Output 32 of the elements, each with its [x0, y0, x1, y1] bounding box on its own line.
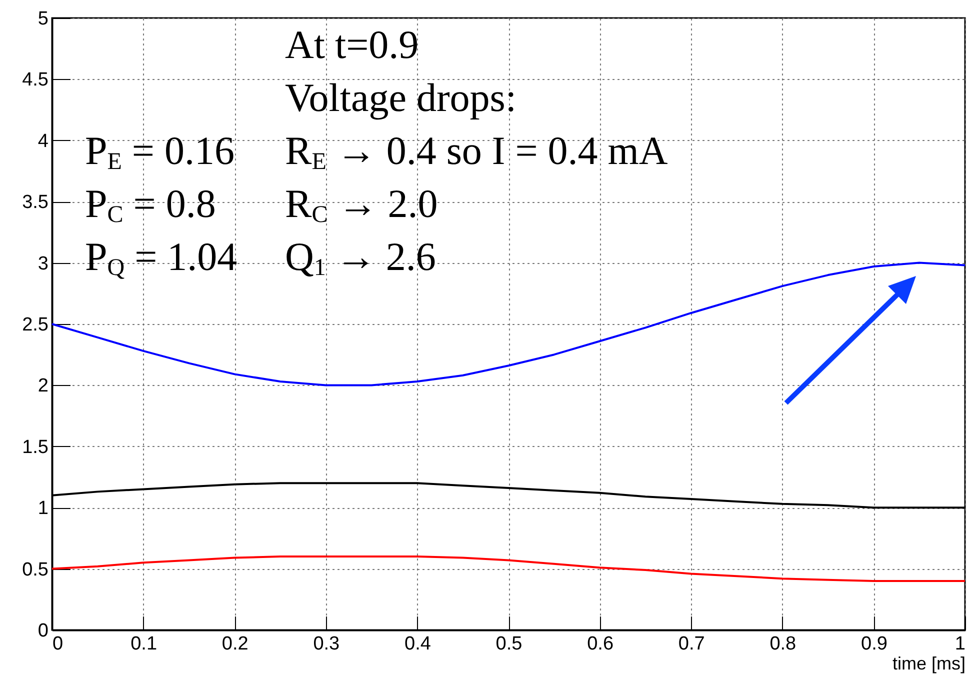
- x-tick-label: 0.6: [587, 634, 614, 654]
- y-tick-label: 0.5: [22, 559, 48, 580]
- x-tick-label: 0.1: [130, 634, 158, 654]
- annotation: P$_{E}$ = 0.16: [85, 127, 236, 177]
- y-tick-label: 3: [38, 253, 48, 274]
- x-tick-label: 0.9: [860, 634, 888, 654]
- x-tick-label: 0.5: [496, 634, 522, 654]
- y-tick-label: 1: [38, 498, 48, 520]
- annotation: R$_{C}$ → 2.0: [285, 180, 439, 230]
- x-tick-label: 0.2: [222, 634, 248, 654]
- y-tick-label: 0: [38, 620, 48, 642]
- x-tick-label: 0.8: [770, 634, 796, 654]
- annotation: P$_{C}$ = 0.8: [85, 180, 217, 230]
- y-tick-label: 4.5: [22, 70, 48, 91]
- x-axis-title: time [ms]: [892, 654, 966, 674]
- x-tick-label: 0.3: [313, 634, 340, 654]
- annotation: At t=0.9: [285, 21, 420, 69]
- x-tick-label: 0.4: [404, 634, 432, 654]
- y-tick-label: 5: [38, 8, 48, 30]
- annotation: R$_{E}$ → 0.4 so I = 0.4 mA: [285, 127, 668, 177]
- annotation: Voltage drops:: [285, 74, 518, 122]
- y-tick-label: 1.5: [22, 436, 48, 458]
- y-tick-label: 2: [38, 376, 48, 397]
- y-tick-label: 4: [38, 130, 49, 152]
- line-series: [51, 556, 966, 582]
- x-tick-label: 0: [52, 634, 64, 654]
- y-tick-label: 2.5: [22, 314, 48, 336]
- y-tick-label: 3.5: [22, 192, 48, 214]
- annotation: P$_{Q}$ = 1.04: [85, 233, 238, 283]
- annotation: Q$_{1}$ → 2.6: [285, 233, 437, 283]
- x-tick-label: 1: [954, 634, 966, 654]
- x-tick-label: 0.7: [678, 634, 705, 654]
